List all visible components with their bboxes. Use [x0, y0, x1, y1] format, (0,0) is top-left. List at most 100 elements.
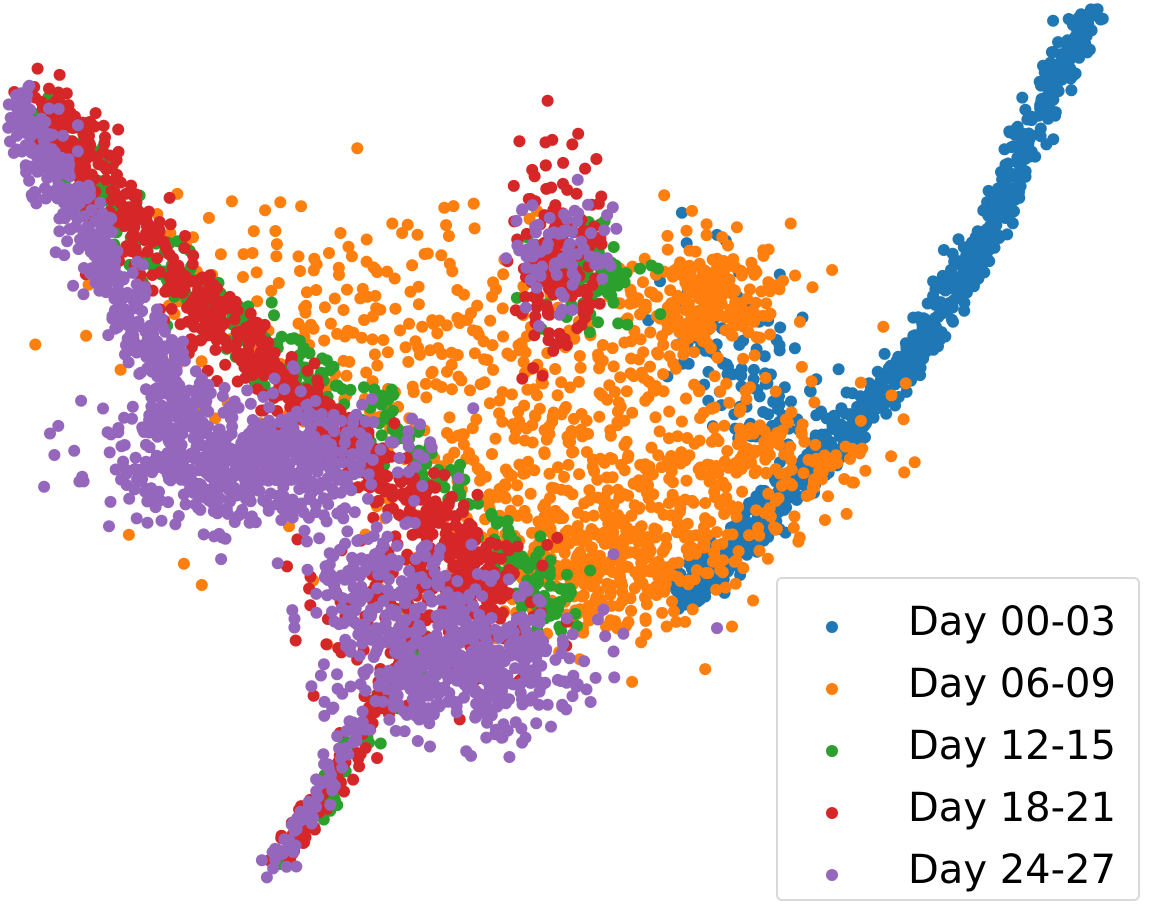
point-day-00-03	[670, 584, 683, 597]
point-day-06-09	[789, 269, 802, 282]
point-day-18-21	[572, 127, 585, 140]
point-day-18-21	[209, 343, 222, 356]
point-day-06-09	[487, 363, 500, 376]
point-day-18-21	[178, 241, 191, 254]
point-day-06-09	[520, 511, 533, 524]
point-day-18-21	[97, 119, 110, 132]
point-day-06-09	[752, 521, 765, 534]
point-day-18-21	[224, 302, 237, 315]
point-day-06-09	[762, 310, 775, 323]
point-day-12-15	[288, 332, 301, 345]
point-day-00-03	[1061, 51, 1074, 64]
point-day-06-09	[627, 370, 640, 383]
point-day-06-09	[468, 222, 481, 235]
point-day-00-03	[753, 390, 766, 403]
point-day-18-21	[299, 831, 312, 844]
point-day-18-21	[539, 159, 552, 172]
point-day-06-09	[657, 368, 670, 381]
point-day-00-03	[1062, 13, 1075, 25]
point-day-06-09	[877, 320, 890, 333]
point-day-18-21	[551, 531, 564, 544]
point-day-06-09	[334, 227, 347, 239]
point-day-06-09	[898, 466, 911, 479]
point-day-06-09	[592, 348, 604, 361]
point-day-24-27	[274, 414, 287, 427]
point-day-06-09	[785, 454, 797, 466]
point-day-18-21	[347, 773, 360, 786]
point-day-18-21	[242, 344, 255, 357]
point-day-06-09	[624, 297, 636, 310]
point-day-12-15	[268, 309, 280, 322]
point-day-06-09	[718, 455, 731, 468]
point-day-06-09	[558, 546, 571, 559]
point-day-06-09	[401, 218, 414, 231]
point-day-06-09	[443, 257, 456, 270]
point-day-24-27	[339, 429, 352, 442]
point-day-06-09	[473, 464, 486, 476]
point-day-06-09	[552, 461, 564, 474]
point-day-06-09	[885, 389, 898, 402]
point-day-24-27	[353, 427, 366, 440]
point-day-06-09	[853, 447, 866, 460]
point-day-06-09	[805, 375, 818, 388]
point-day-18-21	[422, 502, 435, 515]
point-day-06-09	[447, 200, 460, 213]
point-day-06-09	[467, 197, 480, 210]
point-day-06-09	[625, 335, 638, 348]
point-day-18-21	[570, 187, 583, 200]
point-day-06-09	[663, 472, 676, 485]
point-day-24-27	[402, 465, 415, 478]
point-day-06-09	[399, 341, 412, 354]
point-day-06-09	[700, 289, 713, 302]
point-day-00-03	[838, 427, 851, 440]
point-day-24-27	[57, 129, 69, 142]
point-day-18-21	[438, 468, 451, 481]
point-day-06-09	[840, 507, 853, 520]
point-day-24-27	[63, 196, 76, 209]
point-day-18-21	[272, 360, 285, 373]
point-day-24-27	[104, 250, 117, 263]
point-day-18-21	[404, 484, 417, 497]
point-day-12-15	[561, 568, 573, 581]
point-day-06-09	[360, 233, 373, 246]
point-day-06-09	[471, 299, 484, 312]
point-day-24-27	[85, 204, 98, 217]
point-day-06-09	[761, 430, 774, 443]
point-day-06-09	[607, 360, 620, 373]
point-day-06-09	[577, 535, 590, 548]
point-day-12-15	[472, 497, 485, 510]
point-day-06-09	[214, 248, 227, 261]
point-day-00-03	[1016, 91, 1029, 104]
point-day-06-09	[744, 381, 757, 394]
point-day-06-09	[426, 365, 439, 378]
point-day-24-27	[393, 452, 406, 464]
point-day-06-09	[700, 567, 712, 579]
point-day-18-21	[528, 170, 541, 183]
point-day-06-09	[445, 383, 458, 396]
point-day-24-27	[162, 434, 175, 447]
point-day-00-03	[788, 342, 801, 355]
point-day-06-09	[764, 285, 776, 298]
point-day-06-09	[661, 229, 674, 242]
point-day-06-09	[819, 514, 831, 526]
point-day-18-21	[428, 467, 440, 479]
point-day-06-09	[505, 469, 518, 482]
point-day-00-03	[840, 386, 853, 399]
point-day-06-09	[686, 603, 699, 616]
point-day-06-09	[337, 354, 350, 367]
point-day-12-15	[605, 289, 618, 302]
point-day-12-15	[532, 576, 545, 589]
point-day-18-21	[595, 190, 608, 203]
point-day-24-27	[23, 174, 36, 187]
point-day-00-03	[1009, 128, 1021, 141]
point-day-06-09	[746, 264, 759, 277]
point-day-06-09	[730, 221, 743, 234]
point-day-00-03	[867, 411, 880, 424]
point-day-06-09	[452, 370, 465, 383]
point-day-06-09	[318, 334, 331, 347]
point-day-18-21	[256, 359, 269, 372]
point-day-06-09	[519, 346, 532, 359]
point-day-06-09	[622, 449, 635, 462]
point-day-06-09	[539, 424, 551, 437]
point-day-06-09	[745, 456, 757, 469]
